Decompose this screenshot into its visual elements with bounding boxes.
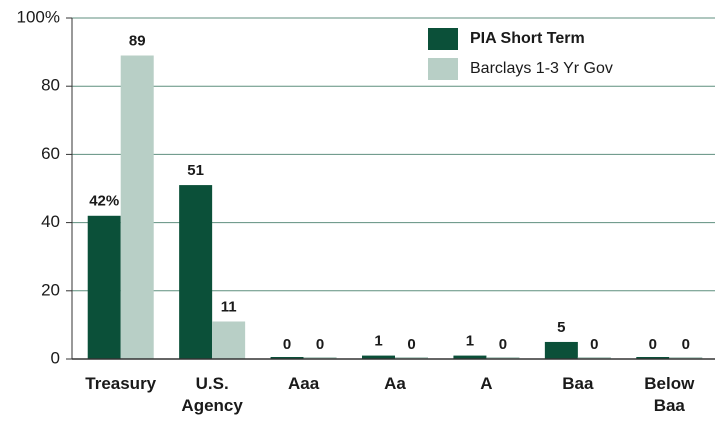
y-tick-label: 0 bbox=[51, 348, 60, 367]
bar bbox=[544, 341, 578, 359]
bar bbox=[303, 357, 337, 359]
bar bbox=[453, 355, 487, 359]
bar bbox=[212, 321, 246, 359]
x-tick-label: U.S. Agency bbox=[181, 374, 243, 415]
value-label: 0 bbox=[649, 336, 657, 353]
bar bbox=[362, 355, 395, 359]
value-label: 0 bbox=[283, 336, 291, 353]
bar bbox=[577, 357, 611, 359]
value-label: 11 bbox=[221, 298, 237, 315]
bar bbox=[120, 55, 154, 359]
y-tick-label: 40 bbox=[41, 212, 60, 231]
value-label: 0 bbox=[316, 336, 324, 353]
legend-swatch bbox=[428, 28, 458, 50]
legend-label: Barclays 1-3 Yr Gov bbox=[470, 60, 613, 77]
y-tick-label: 60 bbox=[41, 144, 60, 163]
bar bbox=[270, 357, 304, 359]
bar bbox=[179, 185, 213, 359]
y-tick-label: 20 bbox=[41, 280, 60, 299]
x-tick-label: Below Baa bbox=[644, 374, 695, 415]
value-label: 0 bbox=[590, 336, 598, 353]
value-label: 0 bbox=[407, 336, 415, 353]
y-tick-label: 100% bbox=[17, 7, 60, 26]
value-label: 42% bbox=[89, 193, 119, 210]
bar bbox=[636, 357, 670, 359]
value-label: 51 bbox=[187, 162, 204, 179]
value-label: 5 bbox=[557, 319, 565, 336]
x-tick-label: Aaa bbox=[287, 374, 320, 393]
x-tick-label: Aa bbox=[384, 374, 406, 393]
value-label: 0 bbox=[499, 336, 507, 353]
legend-swatch bbox=[428, 58, 458, 80]
bar bbox=[395, 357, 428, 359]
bar bbox=[87, 215, 121, 359]
bar bbox=[486, 357, 520, 359]
value-label: 89 bbox=[129, 32, 146, 49]
legend-label: PIA Short Term bbox=[470, 30, 585, 47]
x-tick-label: Treasury bbox=[85, 374, 157, 393]
x-tick-label: A bbox=[480, 374, 493, 393]
value-label: 1 bbox=[466, 333, 474, 350]
bar bbox=[669, 357, 703, 359]
value-label: 1 bbox=[374, 333, 382, 350]
x-tick-label: Baa bbox=[562, 374, 594, 393]
value-label: 0 bbox=[682, 336, 690, 353]
y-tick-label: 80 bbox=[41, 76, 60, 95]
